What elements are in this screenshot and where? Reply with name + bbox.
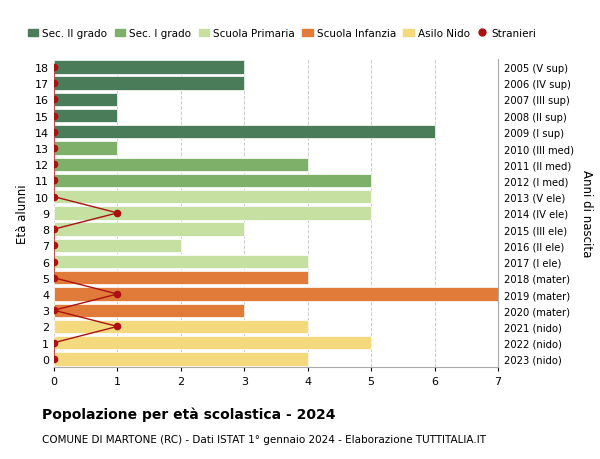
Bar — [54, 61, 244, 74]
Bar — [54, 272, 308, 285]
Text: Popolazione per età scolastica - 2024: Popolazione per età scolastica - 2024 — [42, 406, 335, 421]
Bar — [54, 94, 118, 107]
Y-axis label: Età alunni: Età alunni — [16, 184, 29, 243]
Bar — [54, 77, 244, 90]
Legend: Sec. II grado, Sec. I grado, Scuola Primaria, Scuola Infanzia, Asilo Nido, Stran: Sec. II grado, Sec. I grado, Scuola Prim… — [23, 25, 541, 43]
Text: COMUNE DI MARTONE (RC) - Dati ISTAT 1° gennaio 2024 - Elaborazione TUTTITALIA.IT: COMUNE DI MARTONE (RC) - Dati ISTAT 1° g… — [42, 434, 486, 444]
Bar — [54, 126, 434, 139]
Bar — [54, 207, 371, 220]
Bar — [54, 304, 244, 317]
Bar — [54, 110, 118, 123]
Bar — [54, 190, 371, 204]
Bar — [54, 142, 118, 155]
Bar — [54, 353, 308, 366]
Bar — [54, 174, 371, 188]
Bar — [54, 158, 308, 172]
Bar — [54, 336, 371, 350]
Y-axis label: Anni di nascita: Anni di nascita — [580, 170, 593, 257]
Bar — [54, 223, 244, 236]
Bar — [54, 255, 308, 269]
Bar — [54, 239, 181, 252]
Bar — [54, 320, 308, 333]
Bar — [54, 288, 498, 301]
